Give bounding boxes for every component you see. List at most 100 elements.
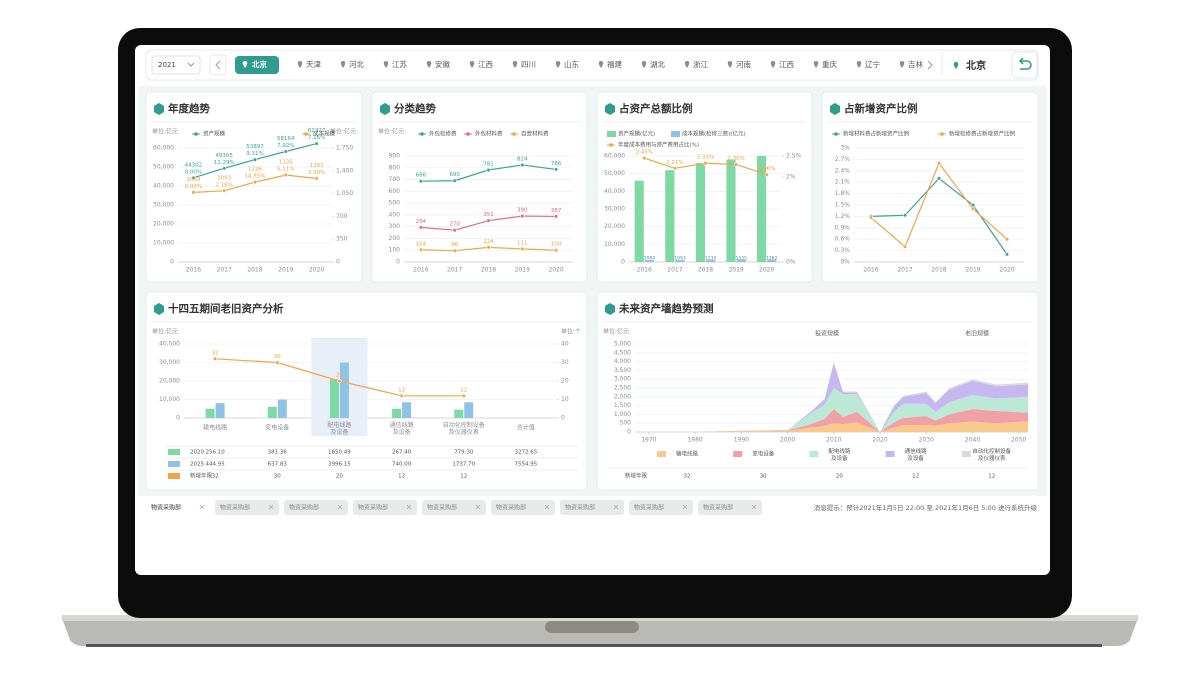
tab-label[interactable]: 物资采购部 — [220, 504, 250, 512]
city-tab[interactable]: 安徽 — [435, 59, 450, 69]
label-line: 自动化控制设备 — [973, 447, 1012, 455]
y-tick-label: 2.1% — [835, 179, 851, 186]
prev-button[interactable] — [209, 54, 227, 76]
y-tick-label: 60,000 — [153, 145, 174, 152]
table-cell: 30 — [274, 474, 281, 480]
y2-tick-label: 10 — [561, 396, 569, 403]
tab-label[interactable]: 物资采购部 — [151, 504, 181, 512]
city-tab[interactable]: 重庆 — [822, 59, 837, 69]
city-tab[interactable]: 吉林 — [908, 59, 923, 69]
tab-close[interactable] — [199, 504, 205, 510]
tab[interactable] — [629, 500, 693, 515]
table-cell: 3272.65 — [515, 450, 538, 456]
data-label: 781 — [483, 162, 494, 168]
panel-title: 占资产总额比例 — [619, 102, 693, 115]
tab-label[interactable]: 物资采购部 — [565, 504, 595, 512]
x-tick-label: 2000 — [780, 437, 795, 444]
tab-label[interactable]: 物资采购部 — [703, 504, 733, 512]
x-tick-label: 2050 — [1011, 437, 1026, 444]
tab[interactable] — [353, 500, 417, 515]
data-label: 124 — [483, 239, 494, 245]
tab-close[interactable] — [268, 504, 274, 510]
data-label: 1226 — [248, 167, 262, 173]
tab[interactable] — [422, 500, 486, 515]
tab-close[interactable] — [337, 504, 343, 510]
rate-label: 0.00% — [185, 169, 202, 175]
next-button[interactable] — [924, 55, 936, 75]
y-tick-label: 0.3% — [835, 247, 851, 254]
y2-tick-label: 20 — [561, 378, 569, 385]
table-cell: 30 — [760, 474, 767, 480]
x-tick-label: 1980 — [687, 437, 702, 444]
tab[interactable] — [698, 500, 762, 515]
point — [452, 228, 457, 233]
tab-label[interactable]: 物资采购部 — [289, 504, 319, 512]
city-tab[interactable]: 江西 — [478, 60, 493, 69]
city-tab[interactable]: 辽宁 — [865, 59, 880, 69]
bar — [454, 409, 464, 418]
tab-close[interactable] — [613, 504, 619, 510]
tab[interactable] — [215, 500, 279, 515]
city-tab[interactable]: 浙江 — [693, 59, 708, 69]
bar — [267, 406, 277, 418]
x-tick-label: 2017 — [897, 267, 912, 274]
y2-tick-label: 0 — [336, 259, 340, 266]
label-line: 及设备 — [831, 454, 848, 462]
tab-close[interactable] — [544, 504, 550, 510]
city-tab-active[interactable] — [235, 56, 279, 74]
city-tab[interactable]: 四川 — [521, 60, 536, 69]
tab-label[interactable]: 物资采购部 — [427, 504, 457, 512]
data-label: 96 — [451, 242, 458, 248]
tab[interactable] — [560, 500, 624, 515]
table-cell: 12 — [988, 474, 995, 480]
legend-swatch — [885, 451, 895, 457]
legend-label: 自动化控制设备及仪器仪表 — [973, 447, 1012, 462]
tab-close[interactable] — [751, 504, 757, 510]
city-tab[interactable]: 福建 — [607, 59, 622, 69]
legend-dot — [194, 132, 198, 136]
pin-icon — [383, 61, 389, 68]
x-tick-label: 2010 — [826, 437, 841, 444]
bar — [695, 163, 705, 262]
tab-close[interactable] — [406, 504, 412, 510]
y-unit: 单位:亿元 — [152, 328, 178, 336]
tab-label[interactable]: 物资采购部 — [634, 504, 664, 512]
point — [283, 149, 288, 154]
rate-label: 5.11% — [277, 167, 294, 173]
city-tab[interactable]: 河北 — [349, 60, 364, 69]
hover-band — [311, 338, 368, 436]
y2-tick-label: 0 — [561, 415, 565, 422]
tab-label[interactable]: 物资采购部 — [358, 504, 388, 512]
area — [635, 409, 1028, 432]
year-select[interactable] — [151, 55, 201, 75]
table-cell: 12 — [460, 474, 467, 480]
city-tab[interactable]: 河南 — [736, 59, 751, 69]
tab-label[interactable]: 物资采购部 — [496, 504, 526, 512]
panel-title: 未来资产墙趋势预测 — [618, 302, 714, 315]
city-tab[interactable]: 天津 — [306, 60, 321, 69]
city-tab[interactable]: 北京 — [252, 59, 267, 69]
city-tab[interactable]: 山东 — [564, 59, 579, 69]
tab-close[interactable] — [682, 504, 688, 510]
tab-close[interactable] — [475, 504, 481, 510]
tab[interactable] — [284, 500, 348, 515]
point — [191, 175, 196, 180]
refresh-button[interactable] — [1011, 51, 1038, 79]
x-tick-label: 2016 — [186, 267, 201, 274]
tab[interactable] — [491, 500, 555, 515]
y-tick-label: 30,000 — [159, 359, 180, 366]
y2-tick-label: 700 — [336, 213, 348, 220]
point — [418, 225, 424, 230]
city-tab[interactable]: 江苏 — [392, 59, 407, 69]
y2-tick-label: 2.5% — [786, 153, 802, 160]
area — [635, 363, 1028, 432]
city-tab[interactable]: 湖北 — [650, 60, 665, 69]
y-tick-label: 40,000 — [604, 188, 625, 195]
tab[interactable] — [146, 500, 210, 515]
area — [635, 388, 1028, 432]
city-tab[interactable]: 江西 — [779, 60, 794, 69]
x-tick-label: 2016 — [863, 267, 878, 274]
legend-dot — [834, 132, 838, 136]
bar — [277, 399, 287, 418]
point — [902, 244, 908, 249]
